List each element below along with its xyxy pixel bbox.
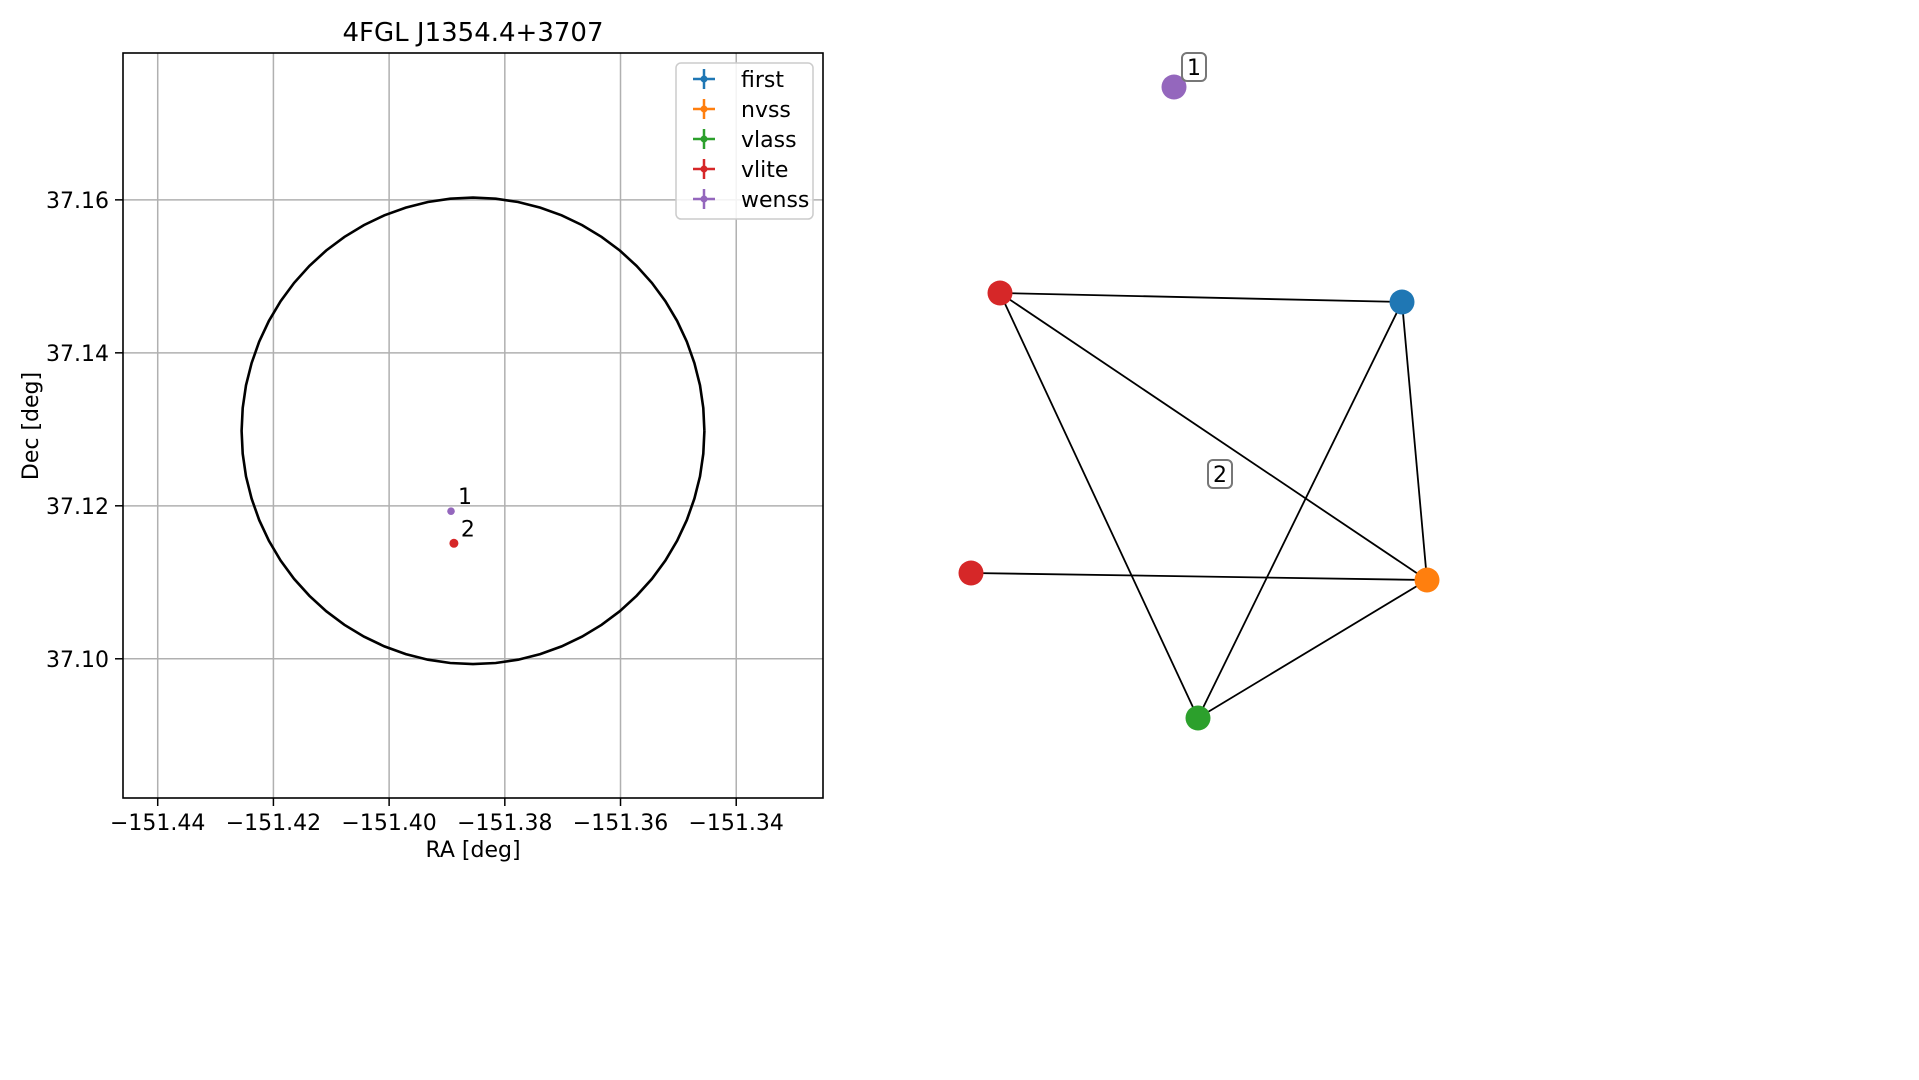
chart-title: 4FGL J1354.4+3707 — [343, 18, 604, 48]
legend-marker-dot — [700, 75, 708, 83]
legend-box — [675, 62, 814, 220]
graph-labels: 12 — [1181, 52, 1233, 489]
x-tick-label: −151.44 — [110, 811, 205, 836]
graph-node-first — [1389, 289, 1415, 315]
y-axis-label: Dec [deg] — [19, 372, 44, 480]
graph-edge — [970, 572, 1428, 581]
graph-node-vlass — [1185, 705, 1211, 731]
position-circle — [240, 196, 706, 666]
legend-marker-dot — [700, 105, 708, 113]
legend-label-first: first — [741, 68, 784, 93]
legend-label-vlite: vlite — [741, 158, 788, 183]
source-points: 12 — [447, 485, 475, 548]
y-tick-label: 37.14 — [46, 342, 109, 367]
y-tick-label: 37.12 — [46, 495, 109, 520]
graph-edge — [1197, 579, 1428, 719]
legend-label-nvss: nvss — [741, 98, 791, 123]
y-tick-label: 37.16 — [46, 189, 109, 214]
graph-edges — [970, 292, 1428, 719]
source-point-label: 2 — [461, 517, 475, 542]
x-tick-label: −151.36 — [573, 811, 668, 836]
source-point-label: 1 — [458, 485, 472, 510]
graph-node-vlite_b — [958, 560, 984, 586]
y-tick-label: 37.10 — [46, 648, 109, 673]
graph-edge — [999, 292, 1428, 581]
source-point-1 — [447, 507, 455, 515]
graph-label-text: 1 — [1187, 56, 1201, 81]
position-circle-layer — [240, 196, 706, 666]
legend-marker-dot — [700, 165, 708, 173]
graph-edge — [1401, 301, 1428, 581]
graph-label-box — [1181, 52, 1207, 82]
legend-label-vlass: vlass — [741, 128, 797, 153]
x-axis-label: RA [deg] — [425, 838, 520, 863]
graph-label-text: 2 — [1213, 463, 1227, 488]
x-tick-label: −151.40 — [341, 811, 436, 836]
graph-node-wenss_1 — [1161, 74, 1187, 100]
graph-edge — [999, 292, 1199, 719]
axis-ticks: −151.44 −151.42 −151.40 −151.38 −151.36 −151.… — [46, 189, 784, 836]
graph-nodes — [958, 74, 1440, 731]
legend-label-wenss: wenss — [741, 188, 809, 213]
legend: first nvss vlass vlite wenss — [675, 62, 814, 220]
x-tick-label: −151.38 — [457, 811, 552, 836]
graph-node-vlite_a — [987, 280, 1013, 306]
graph-edge — [1197, 301, 1403, 719]
graph-label-box — [1207, 459, 1233, 489]
graph-edge — [999, 292, 1403, 303]
legend-marker-dot — [700, 195, 708, 203]
x-tick-label: −151.34 — [689, 811, 784, 836]
plot-frame — [122, 52, 824, 799]
x-tick-label: −151.42 — [226, 811, 321, 836]
legend-marker-dot — [700, 135, 708, 143]
graph-node-nvss — [1414, 567, 1440, 593]
source-point-2 — [449, 538, 459, 548]
